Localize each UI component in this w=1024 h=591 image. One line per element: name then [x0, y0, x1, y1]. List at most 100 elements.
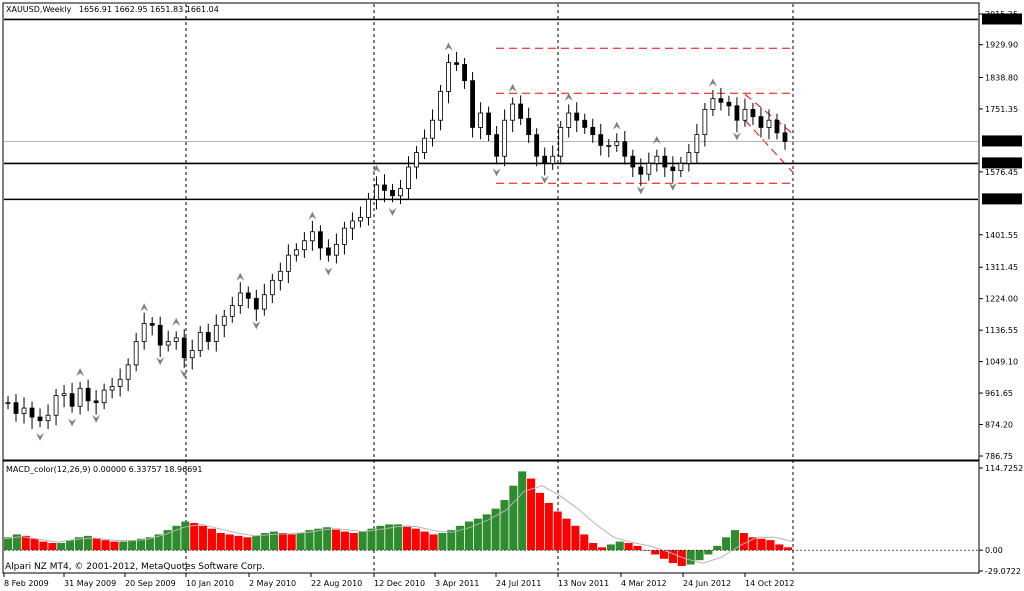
macd-bar: [739, 532, 748, 551]
macd-bar: [252, 535, 261, 551]
candle-body: [782, 132, 788, 142]
macd-bar: [216, 532, 225, 551]
candle-body: [374, 184, 379, 200]
fractal-down-arrow: [388, 207, 397, 216]
level-label-box: [982, 13, 1022, 25]
macd-tick-label: 114.7252: [985, 464, 1023, 473]
price-tick-label: 874.20: [985, 421, 1013, 430]
time-tick-label: 13 Nov 2011: [558, 579, 609, 588]
macd-bar: [562, 518, 571, 551]
candle-body: [614, 141, 620, 146]
candle-body: [454, 62, 459, 65]
macd-bar: [278, 532, 287, 551]
macd-bar: [695, 550, 704, 561]
main-chart-frame[interactable]: [2, 2, 980, 461]
candle-body: [742, 109, 748, 121]
candle-body: [245, 292, 251, 299]
macd-bar: [784, 547, 793, 551]
candle-body: [654, 155, 660, 164]
macd-bar: [677, 550, 686, 566]
macd-bar: [39, 541, 48, 551]
macd-bar: [367, 528, 376, 551]
candle-body: [261, 294, 267, 310]
candle-body: [61, 393, 67, 396]
fractal-down-arrow: [636, 186, 645, 195]
macd-bar: [473, 518, 482, 551]
macd-bar: [642, 550, 651, 551]
candle-body: [430, 119, 435, 139]
time-tick-label: 12 Dec 2010: [374, 579, 425, 588]
macd-bar: [713, 545, 722, 551]
candle-body: [317, 231, 323, 249]
candle-body: [726, 101, 732, 107]
candle-body: [77, 387, 83, 407]
macd-panel-frame[interactable]: [2, 460, 980, 574]
macd-bar: [482, 514, 491, 551]
footer-copyright: Alpari NZ MT4, © 2001-2012, MetaQuotes S…: [5, 562, 265, 572]
macd-bar: [633, 545, 642, 551]
macd-tick-label: -29.0722: [985, 567, 1021, 576]
candle-body: [69, 393, 75, 407]
candle-body: [13, 402, 19, 414]
macd-bar: [651, 550, 660, 555]
macd-bar: [101, 540, 110, 551]
candle-body: [590, 127, 596, 136]
macd-bar: [74, 537, 83, 551]
fractal-down-arrow: [180, 369, 189, 378]
macd-bar: [606, 544, 615, 551]
candle-body: [390, 189, 395, 197]
price-tick-label: 1929.90: [985, 41, 1018, 50]
macd-bar: [766, 540, 775, 551]
candle-body: [598, 134, 604, 146]
time-tick-label: 24 Jul 2011: [496, 579, 541, 588]
macd-bar: [207, 528, 216, 551]
macd-bar: [402, 525, 411, 551]
macd-bar: [544, 502, 553, 551]
candle-body: [205, 332, 211, 342]
macd-bar: [199, 525, 208, 551]
candle-body: [37, 416, 43, 422]
candle-body: [734, 105, 740, 121]
macd-bar: [624, 543, 633, 551]
candle-body: [197, 332, 203, 351]
macd-bar: [447, 530, 456, 551]
price-tick-label: 1136.55: [985, 326, 1018, 335]
macd-bar: [225, 534, 234, 551]
macd-signal-line: [3, 485, 794, 564]
fractal-down-arrow: [156, 357, 165, 366]
candle-body: [414, 152, 419, 168]
horizontal-levels[interactable]: 2000.00 1600.00 1500.00 1661.04: [4, 13, 1022, 205]
candle-body: [21, 407, 27, 414]
candle-body: [213, 324, 219, 342]
candle-body: [662, 155, 668, 168]
macd-bar: [571, 525, 580, 551]
fractal-up-arrow: [172, 317, 181, 326]
price-tick-label: 961.65: [985, 389, 1013, 398]
time-tick-label: 3 Apr 2011: [435, 579, 479, 588]
candle-body: [398, 188, 403, 197]
price-tick-label: 1224.00: [985, 295, 1018, 304]
time-tick-label: 10 Jan 2010: [186, 579, 234, 588]
macd-bar: [269, 531, 279, 551]
macd-bar: [314, 528, 323, 551]
fractal-down-arrow: [92, 414, 101, 423]
candle-body: [422, 137, 427, 154]
fractal-up-arrow: [76, 368, 85, 377]
time-tick-label: 14 Oct 2012: [745, 579, 794, 588]
candle-body: [678, 163, 684, 171]
level-label: 1600.00: [986, 159, 1019, 168]
candle-body: [269, 279, 275, 296]
macd-bar: [429, 534, 438, 551]
price-axis: 2015.25 1929.90 1838.80 1751.35 1576.45 1401.…: [979, 10, 1023, 576]
macd-bar: [66, 540, 75, 551]
candle-body: [438, 91, 443, 121]
candle-body: [173, 337, 179, 342]
macd-bar: [4, 537, 13, 551]
candle-body: [406, 166, 411, 189]
macd-bar: [305, 530, 314, 551]
fractal-up-arrow: [236, 272, 245, 281]
candle-body: [542, 155, 548, 164]
macd-bar: [128, 540, 137, 551]
macd-bar: [686, 550, 695, 565]
